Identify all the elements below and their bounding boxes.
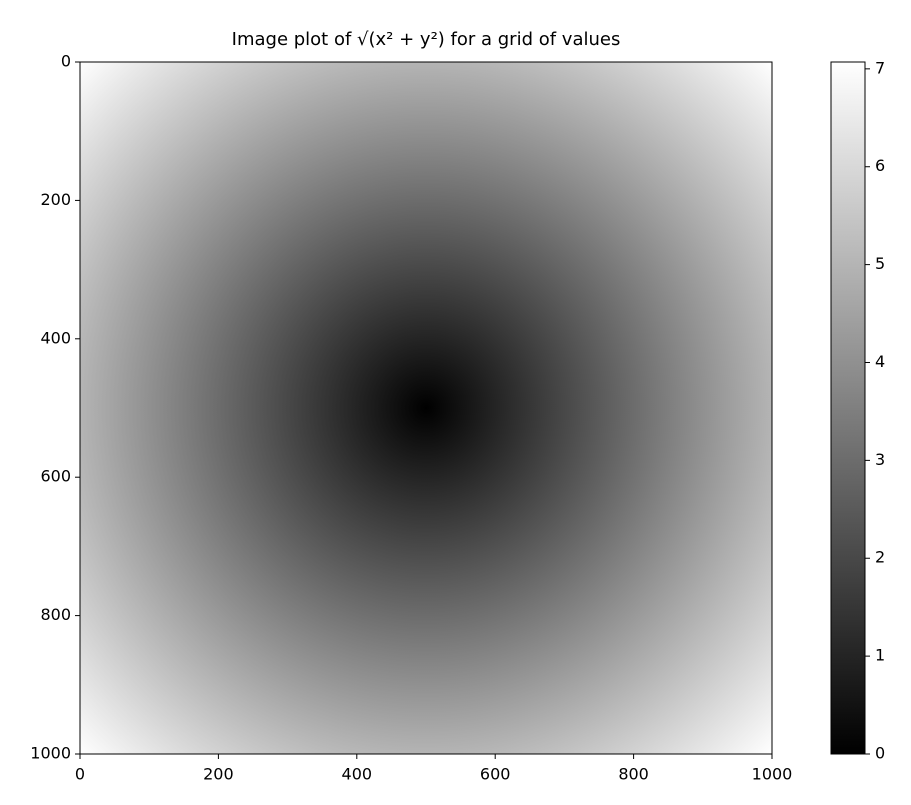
x-tick-label: 0 bbox=[75, 765, 85, 784]
x-tick-label: 400 bbox=[342, 765, 373, 784]
x-tick-label: 1000 bbox=[752, 765, 793, 784]
y-tick-label: 200 bbox=[40, 190, 71, 209]
axes-frame bbox=[79, 61, 773, 755]
colorbar-tick-label: 0 bbox=[875, 744, 885, 763]
y-tick-label: 1000 bbox=[30, 744, 71, 763]
image bbox=[80, 62, 772, 754]
colorbar-tick-label: 3 bbox=[875, 450, 885, 469]
y-tick-label: 600 bbox=[40, 467, 71, 486]
colorbar-tick-label: 4 bbox=[875, 352, 885, 371]
y-tick-label: 800 bbox=[40, 605, 71, 624]
x-tick-label: 600 bbox=[480, 765, 511, 784]
x-tick-label: 200 bbox=[203, 765, 234, 784]
colorbar-tick-label: 7 bbox=[875, 58, 885, 77]
chart-title: Image plot of √(x² + y²) for a grid of v… bbox=[232, 29, 621, 50]
colorbar-tick-label: 1 bbox=[875, 646, 885, 665]
colorbar-tick-label: 2 bbox=[875, 548, 885, 567]
y-tick-label: 400 bbox=[40, 328, 71, 347]
colorbar bbox=[830, 61, 866, 755]
colorbar-tick-label: 6 bbox=[875, 156, 885, 175]
colorbar-tick-label: 5 bbox=[875, 254, 885, 273]
x-tick-label: 800 bbox=[618, 765, 649, 784]
y-tick-label: 0 bbox=[61, 52, 71, 71]
